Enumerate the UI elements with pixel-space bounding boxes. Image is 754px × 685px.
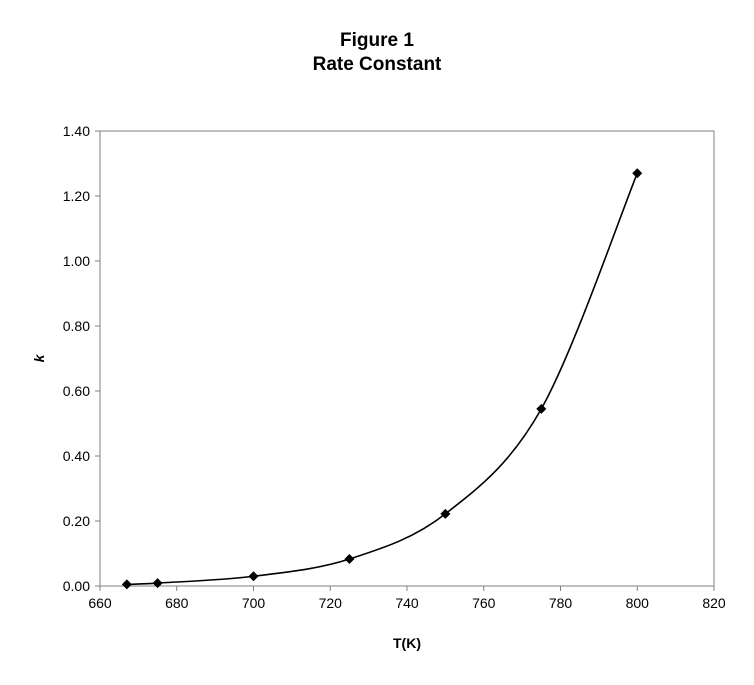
data-point (248, 571, 259, 582)
x-tick-label: 740 (395, 595, 419, 611)
x-tick-label: 760 (472, 595, 496, 611)
y-axis-title: k (31, 353, 47, 362)
chart-subtitle: Rate Constant (312, 54, 442, 75)
y-tick-label: 0.80 (63, 318, 90, 334)
series-markers (121, 168, 643, 590)
y-tick-label: 1.40 (63, 123, 90, 139)
data-point (344, 554, 355, 565)
data-point (152, 578, 163, 589)
y-tick-label: 0.40 (63, 448, 90, 464)
y-axis: 0.00 0.20 0.40 0.60 0.80 1.00 1.20 1.40 (63, 123, 100, 594)
y-tick-label: 0.20 (63, 513, 90, 529)
data-point (121, 579, 132, 590)
data-point (632, 168, 643, 179)
data-point (440, 508, 451, 519)
data-point (536, 403, 547, 414)
x-axis-title: T(K) (393, 635, 421, 651)
x-axis: 660 680 700 720 740 760 780 800 820 (88, 586, 726, 611)
y-tick-label: 1.20 (63, 188, 90, 204)
y-tick-label: 0.00 (63, 578, 90, 594)
x-tick-label: 720 (319, 595, 343, 611)
x-tick-label: 680 (165, 595, 189, 611)
x-tick-label: 820 (702, 595, 726, 611)
x-tick-label: 780 (549, 595, 573, 611)
y-tick-label: 0.60 (63, 383, 90, 399)
chart-title: Figure 1 (340, 30, 414, 51)
plot-area (99, 130, 715, 587)
series-curve (126, 172, 638, 586)
x-tick-label: 800 (626, 595, 650, 611)
x-tick-label: 700 (242, 595, 266, 611)
x-tick-label: 660 (88, 595, 112, 611)
y-tick-label: 1.00 (63, 253, 90, 269)
